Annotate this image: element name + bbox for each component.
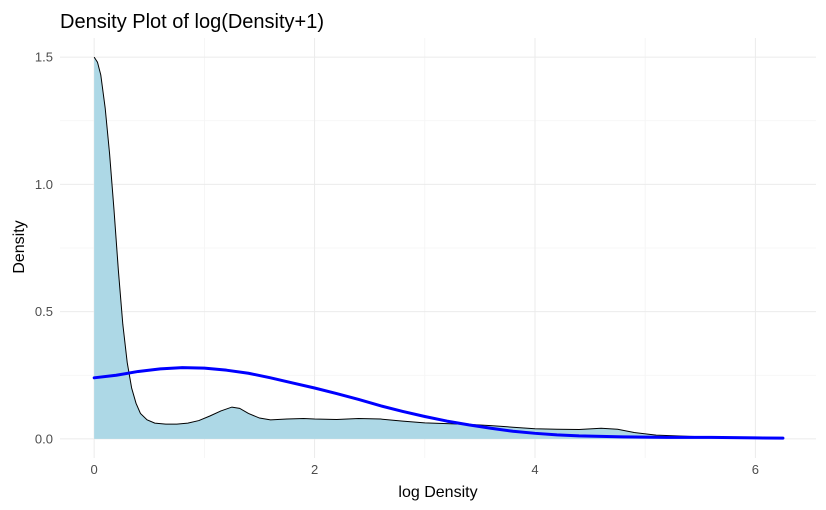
density-outline — [93, 56, 783, 439]
chart-title: Density Plot of log(Density+1) — [60, 11, 324, 33]
y-tick-label: 1.0 — [35, 177, 53, 192]
x-axis-ticks: 0 2 4 6 — [91, 462, 759, 477]
y-axis-title: Density — [11, 220, 28, 273]
y-tick-label: 1.5 — [35, 50, 53, 65]
x-tick-label: 2 — [311, 462, 318, 477]
series-layer — [92, 56, 785, 440]
overlay-density-line — [92, 366, 785, 440]
x-tick-label: 4 — [531, 462, 538, 477]
y-tick-label: 0.5 — [35, 304, 53, 319]
y-tick-label: 0.0 — [35, 431, 53, 446]
x-tick-label: 6 — [752, 462, 759, 477]
x-tick-label: 0 — [91, 462, 98, 477]
minor-gridlines — [60, 38, 816, 458]
y-axis-ticks: 0.0 0.5 1.0 1.5 — [35, 50, 53, 447]
x-axis-title: log Density — [398, 484, 477, 501]
